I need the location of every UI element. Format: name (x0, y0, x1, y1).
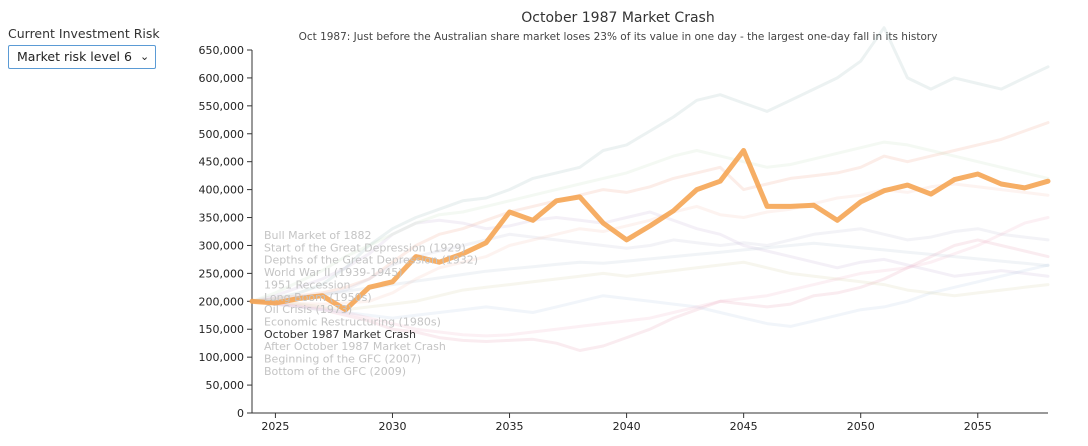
legend-item[interactable]: World War II (1939-1945) (264, 266, 402, 279)
chart-title: October 1987 Market Crash (521, 10, 714, 26)
series-line[interactable] (250, 210, 1050, 303)
y-tick-label: 0 (237, 407, 244, 420)
y-tick-label: 200,000 (199, 295, 245, 308)
y-tick-label: 550,000 (199, 100, 245, 113)
legend-item[interactable]: October 1987 Market Crash (264, 328, 416, 341)
legend-item[interactable]: Long Boom (1950s) (264, 291, 372, 304)
x-tick-label: 2050 (847, 420, 875, 433)
legend-item[interactable]: Bottom of the GFC (2009) (264, 365, 406, 378)
legend-item[interactable]: Beginning of the GFC (2007) (264, 353, 421, 366)
series-line[interactable] (250, 227, 1050, 303)
y-tick-label: 100,000 (199, 351, 245, 364)
y-tick-label: 500,000 (199, 128, 245, 141)
legend-item[interactable]: After October 1987 Market Crash (264, 340, 446, 353)
chevron-down-icon: ⌄ (139, 50, 150, 63)
risk-level-select[interactable]: Market risk level 6 ⌄ (8, 45, 157, 69)
y-tick-label: 150,000 (199, 323, 245, 336)
legend-item[interactable]: 1951 Recession (264, 278, 350, 291)
y-tick-label: 250,000 (199, 267, 245, 280)
x-tick-label: 2040 (613, 420, 641, 433)
x-tick-label: 2025 (261, 420, 289, 433)
series-line[interactable] (250, 238, 1050, 352)
series-line[interactable] (250, 263, 1050, 328)
y-tick-label: 400,000 (199, 184, 245, 197)
chart-subtitle: Oct 1987: Just before the Australian sha… (299, 31, 938, 43)
series-line[interactable] (250, 26, 1050, 303)
y-tick-label: 600,000 (199, 72, 245, 85)
series-line[interactable] (249, 148, 1051, 313)
y-tick-label: 650,000 (199, 44, 245, 57)
series-line[interactable] (250, 140, 1050, 303)
legend-item[interactable]: Bull Market of 1882 (264, 229, 372, 242)
x-tick-label: 2045 (730, 420, 758, 433)
legend-item[interactable]: Depths of the Great Depression (1932) (264, 254, 478, 267)
legend-item[interactable]: Economic Restructuring (1980s) (264, 315, 441, 328)
y-tick-label: 50,000 (206, 379, 245, 392)
x-tick-label: 2055 (964, 420, 992, 433)
legend-item[interactable]: Oil Crisis (1973) (264, 303, 352, 316)
axes: 0 50,000 100,000 150,000 200,000 250,000 300,0… (199, 44, 1048, 433)
series-layer (249, 26, 1051, 352)
legend-item[interactable]: Start of the Great Depression (1929) (264, 241, 466, 254)
risk-label: Current Investment Risk (8, 26, 160, 41)
series-line[interactable] (250, 216, 1050, 338)
risk-level-value: Market risk level 6 (17, 49, 132, 64)
y-tick-label: 300,000 (199, 239, 245, 252)
series-line[interactable] (250, 260, 1050, 312)
risk-panel: Current Investment Risk Market risk leve… (8, 26, 160, 69)
x-tick-label: 2030 (378, 420, 406, 433)
y-tick-label: 450,000 (199, 156, 245, 169)
x-tick-label: 2035 (496, 420, 524, 433)
series-line[interactable] (250, 121, 1050, 303)
y-tick-label: 350,000 (199, 212, 245, 225)
